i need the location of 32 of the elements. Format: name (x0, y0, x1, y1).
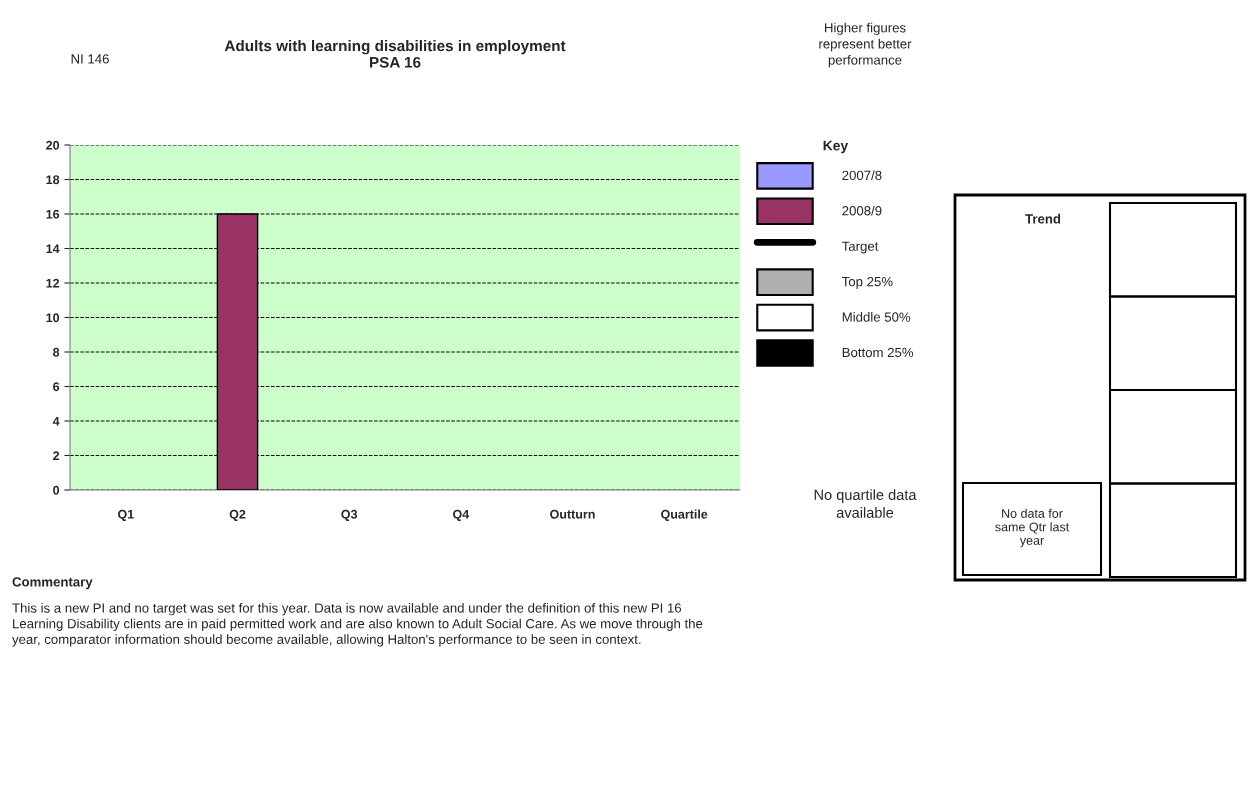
y-tick-label: 10 (46, 313, 60, 323)
x-tick-label: Q2 (229, 509, 246, 521)
x-tick-label: Outturn (550, 509, 595, 519)
y-tick-label: 4 (52, 416, 60, 426)
y-tick-label: 6 (53, 382, 60, 392)
text: No data for same Qtr last year (995, 508, 1070, 548)
x-tick-label: Q4 (453, 509, 470, 521)
x-tick-label: Q3 (341, 509, 358, 521)
y-tick-label: 18 (46, 175, 60, 185)
x-tick-label: Q1 (118, 509, 134, 521)
chart-title: Adults with learning disabilities in employment PSA 16 (224, 40, 566, 68)
legend-label: Top 25% (842, 276, 893, 289)
text: No quartile data available (814, 489, 917, 518)
legend-title: Key (823, 140, 849, 154)
legend-label: 2007/8 (842, 170, 882, 181)
y-tick-label: 8 (53, 347, 60, 357)
y-tick-label: 14 (46, 244, 60, 254)
y-tick-label: 0 (53, 485, 60, 495)
x-tick-label: Quartile (661, 509, 708, 521)
y-tick-label: 12 (46, 278, 60, 288)
legend-label: 2008/9 (842, 205, 882, 216)
text: Commentary (12, 577, 93, 590)
text: Trend (1025, 213, 1061, 224)
y-tick-label: 20 (46, 140, 60, 150)
legend-label: Target (842, 241, 879, 254)
text: This is a new PI and no target was set for this year. Data is now available and under the definition of this new PI 16 Learning Disability clients are in paid permitted work and are also known to Adult Social Care. As we move through the year, comparator information should become available, allowing Halton's performance to be seen in context. (12, 603, 703, 647)
y-tick-label: 2 (53, 451, 60, 461)
y-tick-label: 16 (46, 209, 60, 219)
legend-label: Middle 50% (842, 312, 911, 322)
legend-label: Bottom 25% (842, 347, 914, 358)
text: Higher figures represent better performance (819, 22, 912, 68)
text: NI 146 (71, 54, 109, 64)
